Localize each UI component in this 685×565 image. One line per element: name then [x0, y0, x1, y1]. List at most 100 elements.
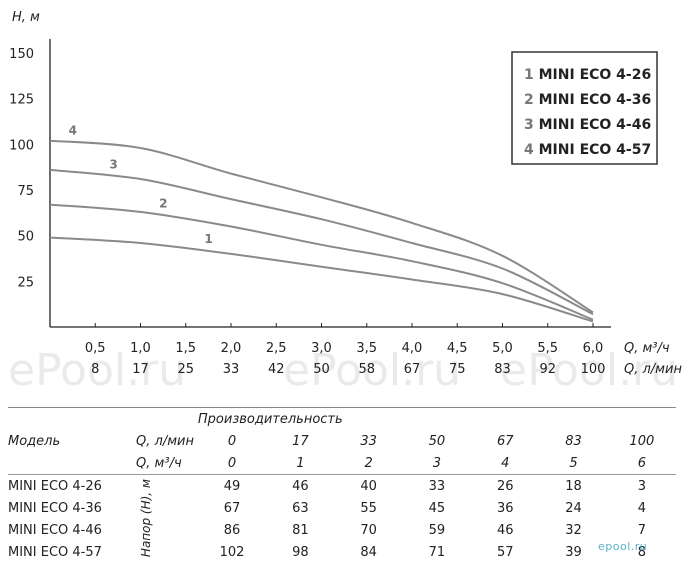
x-tick-label-q: 1,0 — [130, 341, 151, 356]
head-value: 39 — [565, 544, 582, 560]
x-tick-label-q: 6,0 — [583, 341, 604, 356]
head-value: 3 — [637, 478, 646, 494]
y-axis-label: H, м — [12, 10, 40, 25]
q-m-value: 0 — [197, 452, 267, 475]
x-tick-label-l: 67 — [404, 362, 421, 377]
q-m-value: 4 — [471, 452, 540, 475]
y-tick-label: 125 — [9, 93, 34, 108]
model-name: MINI ECO 4-46 — [8, 522, 102, 538]
table-row: MINI ECO 4-57 102 98 84 71 57 39 8 — [8, 541, 676, 563]
q-m-label: Q, м³/ч — [136, 452, 198, 475]
legend-entry-number: 2 — [524, 92, 539, 108]
head-value: 102 — [219, 544, 245, 560]
head-value: 59 — [428, 522, 446, 538]
head-value: 63 — [292, 500, 309, 516]
head-value: 84 — [360, 544, 377, 560]
legend-entry-name: MINI ECO 4-57 — [539, 142, 652, 158]
table-row: MINI ECO 4-36 67 63 55 45 36 24 4 — [8, 497, 676, 519]
head-value: 7 — [637, 522, 646, 538]
head-value: 70 — [360, 522, 377, 538]
q-l-label: Q, л/мин — [136, 433, 194, 449]
x-tick-label-l: 25 — [177, 362, 194, 377]
y-tick-label: 100 — [9, 138, 34, 153]
q-l-value: 83 — [565, 433, 582, 449]
x-tick-label-q: 2,0 — [221, 341, 242, 356]
x-tick-label-l: 75 — [449, 362, 466, 377]
legend-box — [511, 51, 658, 165]
head-value: 32 — [565, 522, 582, 538]
curve-1 — [49, 236, 594, 323]
performance-table: Производительность Модель Q, л/мин 0 17 … — [8, 407, 676, 563]
legend-entry: 2 MINI ECO 4-36 — [524, 92, 651, 108]
head-value: 33 — [428, 478, 446, 494]
model-name: MINI ECO 4-36 — [8, 500, 102, 516]
head-value: 81 — [292, 522, 309, 538]
curves: 1 2 3 4 — [49, 124, 594, 323]
table-q-l-row: Модель Q, л/мин 0 17 33 50 67 83 100 — [8, 430, 676, 452]
head-value: 40 — [360, 478, 377, 494]
q-m-value: 5 — [539, 452, 608, 475]
head-value: 26 — [496, 478, 514, 494]
table-q-m-row: Q, м³/ч 0 1 2 3 4 5 6 — [8, 452, 676, 475]
head-value: 24 — [565, 500, 582, 516]
table-row: MINI ECO 4-26 Напор (H), м 49 46 40 33 2… — [8, 475, 676, 558]
q-m-value: 6 — [607, 452, 676, 475]
legend-entry: 4 MINI ECO 4-57 — [524, 142, 651, 158]
head-value: 86 — [223, 522, 241, 538]
head-value: 57 — [496, 544, 514, 560]
x-tick-label-l: 83 — [494, 362, 511, 377]
model-header: Модель — [8, 433, 61, 449]
y-tick-label: 50 — [17, 230, 34, 245]
q-l-value: 0 — [227, 433, 237, 449]
head-value: 71 — [428, 544, 446, 560]
table-row: MINI ECO 4-46 86 81 70 59 46 32 7 — [8, 519, 676, 541]
head-value: 36 — [496, 500, 514, 516]
q-l-value: 100 — [629, 433, 655, 449]
watermarks: ePool.ru ePool.ru ePool.ru — [8, 345, 678, 396]
curve-label-1: 1 — [204, 232, 212, 246]
x-tick-label-q: 5,0 — [492, 341, 513, 356]
model-name: MINI ECO 4-57 — [8, 544, 102, 560]
q-l-value: 33 — [360, 433, 377, 449]
curve-label-4: 4 — [69, 124, 77, 138]
q-m-value: 2 — [334, 452, 403, 475]
x-axis-label-q: Q, м³/ч — [624, 341, 670, 356]
legend: 1 MINI ECO 4-262 MINI ECO 4-363 MINI ECO… — [511, 51, 658, 165]
q-m-value: 3 — [402, 452, 472, 475]
head-value: 8 — [637, 544, 646, 560]
q-l-value: 17 — [292, 433, 309, 449]
q-m-value: 1 — [266, 452, 335, 475]
watermark-text: ePool.ru — [283, 345, 461, 396]
x-tick-label-q: 5,5 — [537, 341, 558, 356]
legend-entry-name: MINI ECO 4-46 — [539, 117, 652, 133]
x-tick-label-q: 1,5 — [175, 341, 196, 356]
x-tick-label-q: 0,5 — [85, 341, 106, 356]
head-value: 18 — [565, 478, 582, 494]
x-tick-label-l: 100 — [581, 362, 606, 377]
x-tick-label-q: 3,5 — [356, 341, 377, 356]
head-value: 67 — [223, 500, 241, 516]
y-tick-label: 150 — [9, 47, 34, 62]
legend-entry-name: MINI ECO 4-36 — [539, 92, 652, 108]
legend-entry-name: MINI ECO 4-26 — [539, 67, 652, 83]
curve-label-2: 2 — [159, 197, 167, 211]
legend-entry: 3 MINI ECO 4-46 — [524, 117, 651, 133]
curve-3 — [49, 168, 594, 316]
pump-curve-chart: ePool.ru ePool.ru ePool.ru H, м25507510012… — [8, 10, 682, 396]
head-value: 55 — [360, 500, 377, 516]
x-tick-label-l: 17 — [132, 362, 149, 377]
head-value: 46 — [292, 478, 309, 494]
head-value: 45 — [428, 500, 446, 516]
x-tick-label-q: 4,5 — [447, 341, 468, 356]
q-l-value: 50 — [428, 433, 446, 449]
watermark-text: ePool.ru — [500, 345, 678, 396]
x-axis-label-l: Q, л/мин — [624, 362, 682, 377]
x-tick-label-l: 33 — [223, 362, 240, 377]
y-tick-label: 75 — [17, 184, 34, 199]
head-value: 4 — [637, 500, 646, 516]
x-tick-label-q: 3,0 — [311, 341, 332, 356]
table-caption: Производительность — [197, 407, 676, 430]
x-tick-label-l: 42 — [268, 362, 285, 377]
x-tick-label-l: 50 — [313, 362, 330, 377]
